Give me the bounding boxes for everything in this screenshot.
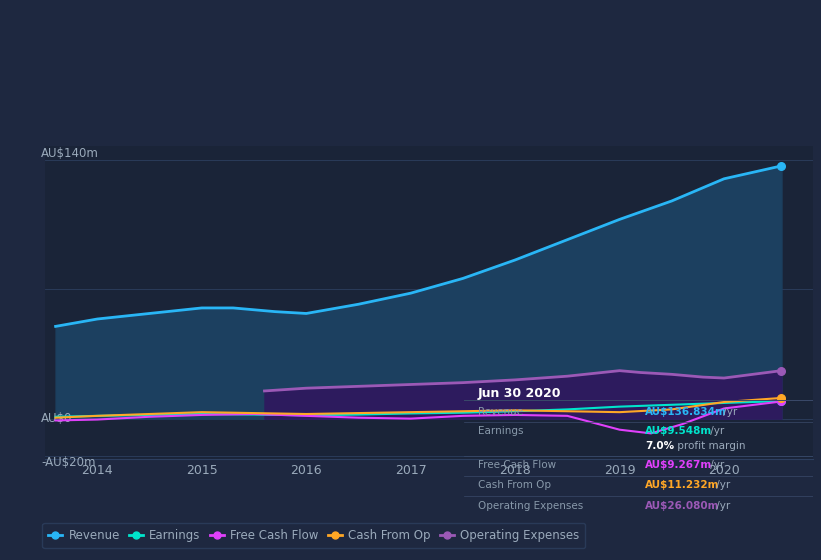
Text: AU$9.267m: AU$9.267m [645,460,713,470]
Text: -AU$20m: -AU$20m [41,455,96,469]
Text: AU$0: AU$0 [41,412,73,425]
Text: AU$136.834m: AU$136.834m [645,407,727,417]
Text: Revenue: Revenue [478,407,523,417]
Text: /yr: /yr [713,501,731,511]
Text: AU$26.080m: AU$26.080m [645,501,720,511]
Text: Operating Expenses: Operating Expenses [478,501,583,511]
Text: AU$9.548m: AU$9.548m [645,426,713,436]
Text: AU$140m: AU$140m [41,147,99,160]
Text: /yr: /yr [707,460,724,470]
Point [775,397,788,406]
Text: /yr: /yr [720,407,737,417]
Point [775,396,788,405]
Point [775,366,788,375]
Text: 7.0%: 7.0% [645,441,674,451]
Legend: Revenue, Earnings, Free Cash Flow, Cash From Op, Operating Expenses: Revenue, Earnings, Free Cash Flow, Cash … [43,523,585,548]
Text: Free Cash Flow: Free Cash Flow [478,460,556,470]
Point [775,161,788,170]
Text: AU$11.232m: AU$11.232m [645,480,720,490]
Text: profit margin: profit margin [673,441,745,451]
Text: Jun 30 2020: Jun 30 2020 [478,388,562,400]
Point [775,394,788,403]
Text: /yr: /yr [713,480,731,490]
Text: /yr: /yr [707,426,724,436]
Text: Cash From Op: Cash From Op [478,480,551,490]
Text: Earnings: Earnings [478,426,523,436]
